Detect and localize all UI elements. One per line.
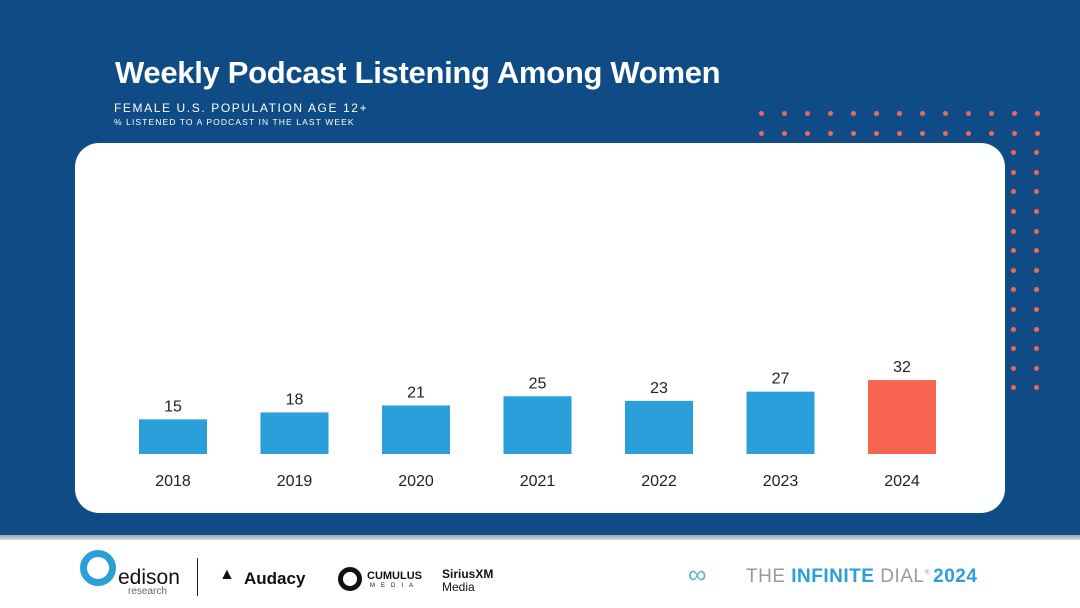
bar-2018 — [139, 419, 207, 454]
audacy-logo: Audacy — [244, 569, 306, 588]
data-label: 25 — [529, 375, 547, 392]
decor-dot — [1034, 346, 1039, 352]
decor-dot — [1034, 267, 1039, 273]
data-label: 23 — [650, 380, 668, 397]
chart-subtitle: FEMALE U.S. POPULATION AGE 12+ — [114, 101, 369, 115]
decor-dot — [851, 131, 856, 136]
data-label: 21 — [407, 384, 425, 401]
data-label: 32 — [893, 359, 911, 376]
decor-dot — [1034, 385, 1039, 391]
decor-dot — [782, 131, 787, 136]
brand-infinite: INFINITE — [791, 566, 875, 587]
decor-dot — [1034, 209, 1039, 214]
cumulus-icon — [338, 567, 362, 591]
bar-2020 — [382, 405, 450, 454]
decor-dot — [1011, 150, 1016, 156]
bar-chart: 15 2018 18 2019 21 2020 25 2021 23 2022 27 2023 32 20… — [139, 359, 936, 490]
decor-dot — [989, 111, 994, 116]
x-tick-label: 2022 — [641, 473, 677, 490]
decor-dot — [1035, 131, 1040, 136]
decor-dot — [1011, 189, 1016, 195]
cumulus-logo: CUMULUS — [367, 570, 422, 582]
page-title: Weekly Podcast Listening Among Women — [115, 55, 721, 90]
decor-dot — [1011, 248, 1016, 254]
decor-dot — [874, 111, 879, 116]
decor-dot — [1011, 365, 1016, 371]
bar-2023 — [746, 391, 815, 454]
bar-2019 — [260, 412, 329, 454]
decor-dot — [1012, 111, 1017, 116]
decor-dot — [1034, 169, 1039, 175]
decor-dot — [943, 111, 948, 116]
footer: edison research ▲ Audacy CUMULUS MEDIA S… — [0, 540, 1080, 608]
decor-dot — [1011, 209, 1016, 214]
decor-dot — [943, 131, 948, 136]
bar-2022 — [625, 400, 693, 454]
decor-dot — [966, 131, 971, 136]
x-tick-label: 2021 — [520, 473, 556, 490]
logo-separator — [197, 558, 198, 596]
brand-the: THE — [746, 566, 792, 587]
decor-dot — [1034, 307, 1039, 312]
decor-dot — [1011, 385, 1016, 391]
audacy-icon: ▲ — [219, 566, 235, 583]
decor-dot — [1034, 189, 1039, 195]
x-tick-label: 2018 — [155, 473, 191, 490]
decor-dot — [1011, 307, 1016, 312]
decor-dot — [1034, 228, 1039, 234]
decor-dot — [759, 111, 764, 116]
decor-dot — [805, 111, 810, 116]
cumulus-logo-sub: MEDIA — [370, 583, 420, 589]
decor-dot — [920, 111, 925, 116]
decor-dot — [1035, 111, 1040, 116]
brand-registered: ® — [924, 569, 931, 577]
decor-dot — [851, 111, 856, 116]
infinite-dial-icon: ∞ — [688, 559, 707, 589]
decor-dot — [1011, 346, 1016, 352]
brand-year: 2024 — [933, 566, 978, 587]
data-label: 18 — [286, 391, 304, 408]
decor-dot — [989, 131, 994, 136]
decor-dot — [782, 111, 787, 116]
decor-dot — [920, 131, 925, 136]
decor-dot — [1034, 326, 1039, 332]
brand-dial: DIAL — [874, 566, 925, 587]
decor-dot — [966, 111, 971, 116]
decor-dot — [759, 131, 764, 136]
siriusxm-logo: SiriusXM — [442, 567, 494, 581]
decor-dot — [1012, 131, 1017, 136]
x-tick-label: 2019 — [277, 473, 313, 490]
infinite-dial-brand: THE INFINITE DIAL® 2024 — [746, 566, 977, 588]
divider — [0, 535, 1080, 540]
edison-logo-icon — [80, 550, 116, 586]
edison-logo-subtext: research — [128, 586, 167, 597]
data-label: 27 — [772, 371, 790, 388]
decor-dot — [1011, 228, 1016, 234]
data-label: 15 — [164, 398, 182, 415]
edison-logo-text: edison — [118, 566, 180, 589]
decor-dot — [828, 131, 833, 136]
siriusxm-logo-sub: Media — [442, 580, 475, 594]
decor-dot — [897, 131, 902, 136]
decor-dot — [1011, 287, 1016, 293]
decor-dot — [1011, 169, 1016, 175]
decor-dot — [874, 131, 879, 136]
chart-subtitle-note: % LISTENED TO A PODCAST IN THE LAST WEEK — [114, 117, 355, 127]
bar-2024 — [868, 380, 936, 454]
decor-dot — [1011, 326, 1016, 332]
x-tick-label: 2023 — [763, 473, 799, 490]
x-tick-label: 2024 — [884, 473, 920, 490]
decor-dot — [805, 131, 810, 136]
decor-dot — [1034, 287, 1039, 293]
chart-card: 15 2018 18 2019 21 2020 25 2021 23 2022 27 2023 32 20… — [75, 143, 1005, 513]
bar-2021 — [503, 396, 572, 454]
x-tick-label: 2020 — [398, 473, 434, 490]
decor-dot — [1034, 365, 1039, 371]
decor-dot — [897, 111, 902, 116]
decor-dot — [1011, 267, 1016, 273]
decor-dot — [1034, 150, 1039, 156]
decor-dot — [1034, 248, 1039, 254]
decor-dot — [828, 111, 833, 116]
